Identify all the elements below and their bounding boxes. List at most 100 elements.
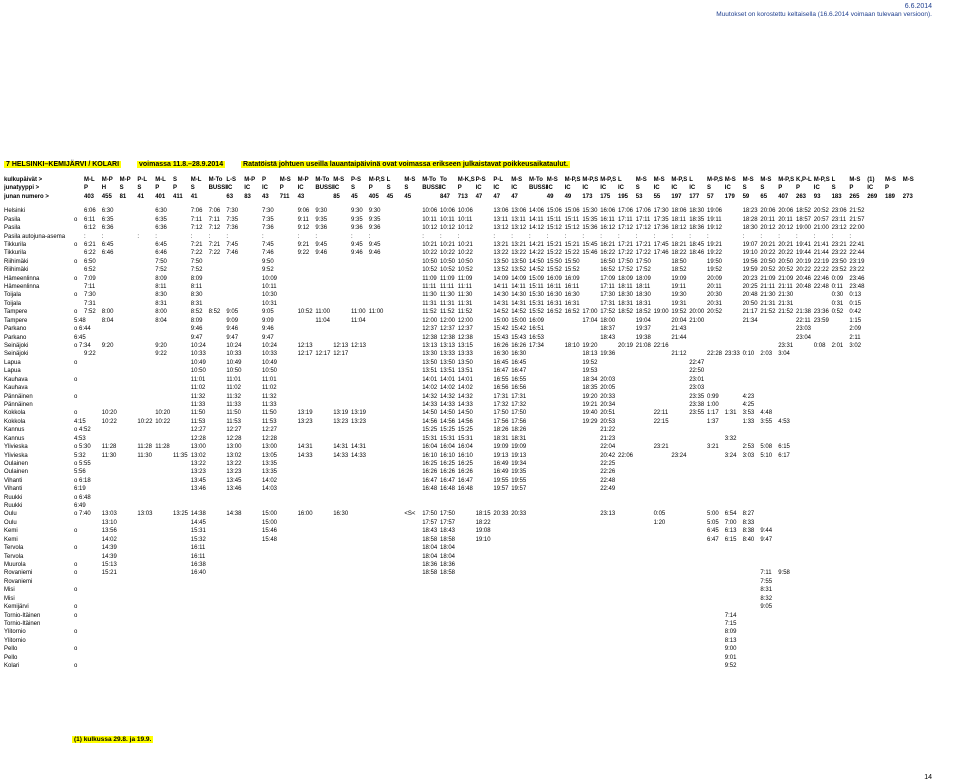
time-cell: 17:50 — [422, 511, 438, 518]
time-cell: 12:00 — [422, 317, 438, 324]
time-cell: 8:31 — [155, 300, 167, 307]
time-cell: 19:09 — [511, 444, 527, 451]
time-cell: 11:32 — [190, 393, 206, 400]
time-cell: 17:11 — [600, 284, 615, 291]
time-cell: 23:13 — [600, 511, 616, 518]
time-cell: 19:10 — [742, 250, 758, 257]
time-cell: 0:99 — [707, 393, 719, 400]
time-cell: 18:13 — [582, 351, 598, 358]
time-cell: 10:22 — [457, 250, 473, 257]
stop-marker: o — [74, 528, 78, 535]
time-cell: 20:33 — [493, 511, 509, 518]
page-number: 14 — [924, 774, 932, 781]
time-cell: S — [119, 185, 124, 192]
time-cell: 53 — [635, 193, 643, 200]
station-row: Pello 9:01 — [4, 654, 956, 662]
time-cell: 7:45 — [262, 241, 274, 248]
time-cell: P — [279, 185, 284, 192]
time-cell: 19:37 — [635, 326, 651, 333]
time-cell: 21:00 — [813, 225, 829, 232]
time-cell: : — [635, 233, 638, 240]
stop-marker: o 5:55 — [74, 460, 91, 467]
time-cell: 8:09 — [155, 275, 167, 282]
time-cell: 21:11 — [778, 284, 793, 291]
time-cell: P — [457, 185, 462, 192]
time-cell: 15:42 — [511, 326, 527, 333]
time-cell: 23:19 — [849, 258, 865, 265]
time-cell: 17:31 — [493, 393, 509, 400]
time-cell: 16:09 — [529, 317, 545, 324]
time-cell: M-P,S — [582, 177, 599, 183]
time-cell: 17:52 — [600, 309, 616, 316]
station-row: Hämeenlinna o 7:09 8:09 8:09 10:09 11:09 11:09 1… — [4, 275, 956, 283]
time-cell: IC — [618, 185, 624, 192]
time-cell: 11:50 — [190, 410, 206, 417]
time-cell: 13:50 — [440, 359, 456, 366]
station-row: Tampere 5:48 8:04 8:04 8:09 9:09 9:09 11:04 11:0… — [4, 317, 956, 325]
time-cell: 18:58 — [422, 570, 438, 577]
time-cell: M-K,S — [457, 177, 475, 183]
time-cell: M-P — [297, 177, 309, 183]
stop-marker: 4:15 — [74, 418, 86, 425]
time-cell: 20:21 — [760, 241, 776, 248]
time-cell: 14:32 — [422, 393, 438, 400]
time-cell: 19:10 — [475, 536, 491, 543]
time-cell: 22:16 — [653, 343, 669, 350]
time-cell: 18:06 — [671, 208, 687, 215]
time-cell: 7:15 — [724, 620, 737, 627]
time-cell: 10:06 — [440, 208, 456, 215]
time-cell: 15:46 — [582, 250, 598, 257]
time-cell: 15:13 — [101, 561, 117, 568]
stop-marker: o 6:44 — [74, 326, 91, 333]
time-cell: 0:42 — [849, 309, 862, 316]
time-cell: 6:21 — [84, 241, 96, 248]
time-cell: 13:23 — [351, 418, 367, 425]
time-cell: : — [582, 233, 585, 240]
time-cell: IC — [600, 185, 607, 192]
time-cell: 13:33 — [457, 351, 473, 358]
time-cell: 8:27 — [742, 511, 755, 518]
time-cell: : — [226, 233, 229, 240]
time-cell: BUSSI — [529, 185, 548, 192]
time-cell: 20:09 — [707, 275, 723, 282]
station-name: Hämeenlinna — [4, 275, 40, 282]
time-cell: 265 — [849, 193, 860, 200]
time-cell: 16:56 — [493, 385, 509, 392]
station-name: Ylitornio — [4, 637, 26, 644]
time-cell: 19:20 — [582, 343, 598, 350]
time-cell: 12:37 — [457, 326, 473, 333]
time-cell: 15:42 — [493, 326, 509, 333]
stop-marker: o — [74, 258, 78, 265]
time-cell: 18:09 — [635, 275, 651, 282]
time-cell: M-P,S — [778, 177, 795, 183]
time-cell: 15:43 — [511, 334, 527, 341]
station-row: Tervola o 14:39 16:11 18:04 18:04 — [4, 544, 956, 552]
time-cell: 17:57 — [422, 519, 438, 526]
time-cell: 11:01 — [262, 376, 277, 383]
time-cell: M-To — [315, 177, 330, 183]
time-cell: 15:25 — [457, 427, 473, 434]
station-name: Pello — [4, 646, 18, 653]
time-cell: 19:13 — [511, 452, 527, 459]
time-cell: 403 — [84, 193, 95, 200]
time-cell: 23:24 — [671, 452, 687, 459]
time-cell: 20:11 — [760, 216, 775, 223]
time-cell: BUSSI — [315, 185, 334, 192]
time-cell: 11:52 — [422, 309, 437, 316]
time-cell: P-S — [475, 177, 486, 183]
time-cell: 15:12 — [564, 225, 580, 232]
time-cell: 17:31 — [511, 393, 527, 400]
time-cell: 15:21 — [564, 241, 580, 248]
station-name: Toijala — [4, 300, 22, 307]
time-cell: 22:26 — [600, 469, 616, 476]
time-cell: 23:03 — [689, 385, 705, 392]
time-cell: 17:50 — [618, 258, 634, 265]
time-cell: 6:45 — [101, 241, 114, 248]
time-cell: S — [707, 185, 712, 192]
time-cell: 9:45 — [315, 241, 328, 248]
time-cell: 0:08 — [813, 343, 826, 350]
time-cell: 22:04 — [600, 444, 616, 451]
time-cell: 189 — [885, 193, 896, 200]
time-cell: 15:00 — [262, 511, 278, 518]
time-cell: 22:00 — [849, 225, 865, 232]
